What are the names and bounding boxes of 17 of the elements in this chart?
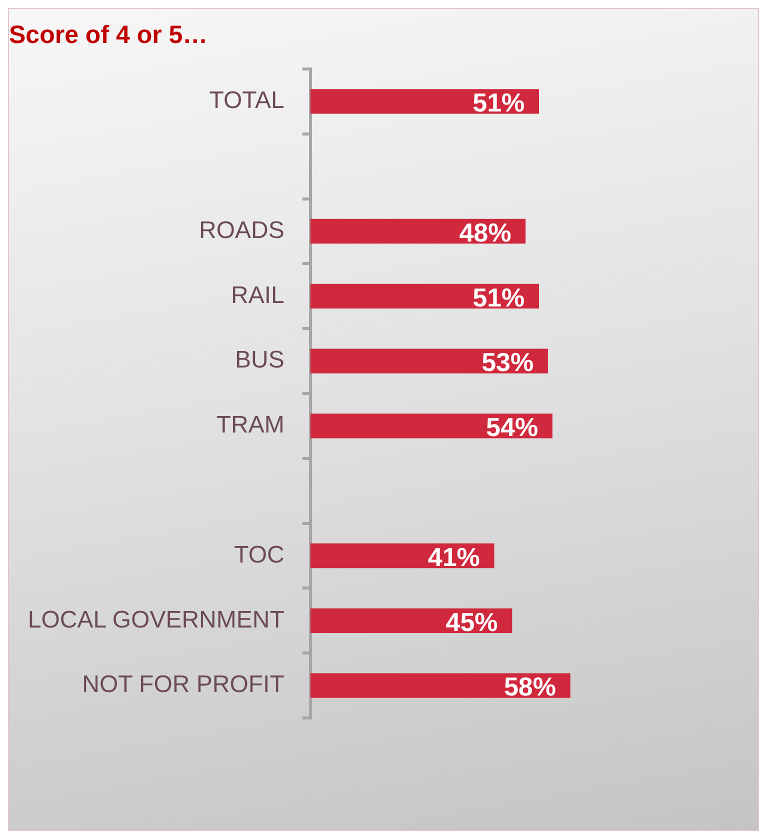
data-label: 51% xyxy=(472,282,525,312)
y-tick-label: NOT FOR PROFIT xyxy=(82,671,285,698)
y-tick-label: TOTAL xyxy=(209,87,284,114)
y-tick-label: RAIL xyxy=(231,282,284,309)
data-label: 45% xyxy=(446,606,498,637)
data-label: 58% xyxy=(504,672,556,702)
data-label: 51% xyxy=(472,88,525,118)
data-label: 54% xyxy=(486,412,538,442)
y-tick-label: ROADS xyxy=(199,216,284,244)
text: Score of 4 or 5… xyxy=(9,20,208,49)
y-tick-label: BUS xyxy=(235,346,284,374)
y-tick-label: TOC xyxy=(234,541,284,568)
data-label: 41% xyxy=(428,542,480,572)
data-label: 53% xyxy=(482,347,534,378)
y-tick-label: TRAM xyxy=(216,412,284,439)
data-label: 48% xyxy=(459,217,512,248)
y-tick-label: LOCAL GOVERNMENT xyxy=(28,606,285,634)
